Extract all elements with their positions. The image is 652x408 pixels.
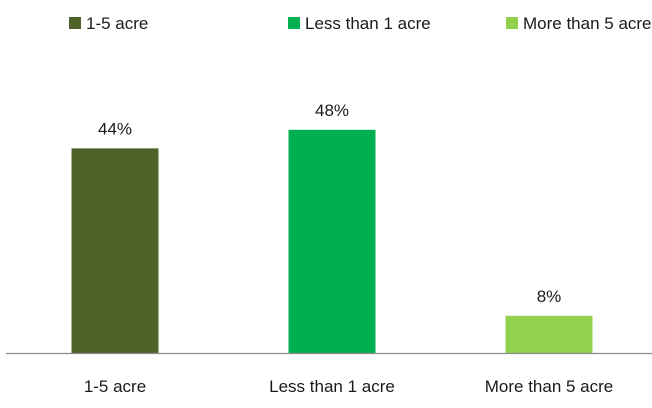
data-label-1-5-acre: 44% [98, 119, 132, 138]
x-axis-tick-labels: 1-5 acre Less than 1 acre More than 5 acre [84, 377, 613, 396]
legend-label-more-than-5-acre: More than 5 acre [523, 14, 652, 33]
x-tick-label-less-than-1-acre: Less than 1 acre [269, 377, 395, 396]
bars [71, 129, 593, 353]
legend: 1-5 acre Less than 1 acre More than 5 acre [69, 14, 652, 33]
bar-less-than-1-acre [288, 129, 376, 353]
bar-1-5-acre [71, 148, 159, 353]
data-labels: 44% 48% 8% [98, 101, 561, 306]
bar-more-than-5-acre [505, 315, 593, 353]
legend-swatch-less-than-1-acre [288, 17, 300, 29]
legend-swatch-1-5-acre [69, 17, 81, 29]
x-tick-label-1-5-acre: 1-5 acre [84, 377, 146, 396]
data-label-less-than-1-acre: 48% [315, 101, 349, 120]
legend-label-1-5-acre: 1-5 acre [86, 14, 148, 33]
legend-swatch-more-than-5-acre [506, 17, 518, 29]
data-label-more-than-5-acre: 8% [537, 287, 562, 306]
legend-label-less-than-1-acre: Less than 1 acre [305, 14, 431, 33]
x-tick-label-more-than-5-acre: More than 5 acre [485, 377, 614, 396]
